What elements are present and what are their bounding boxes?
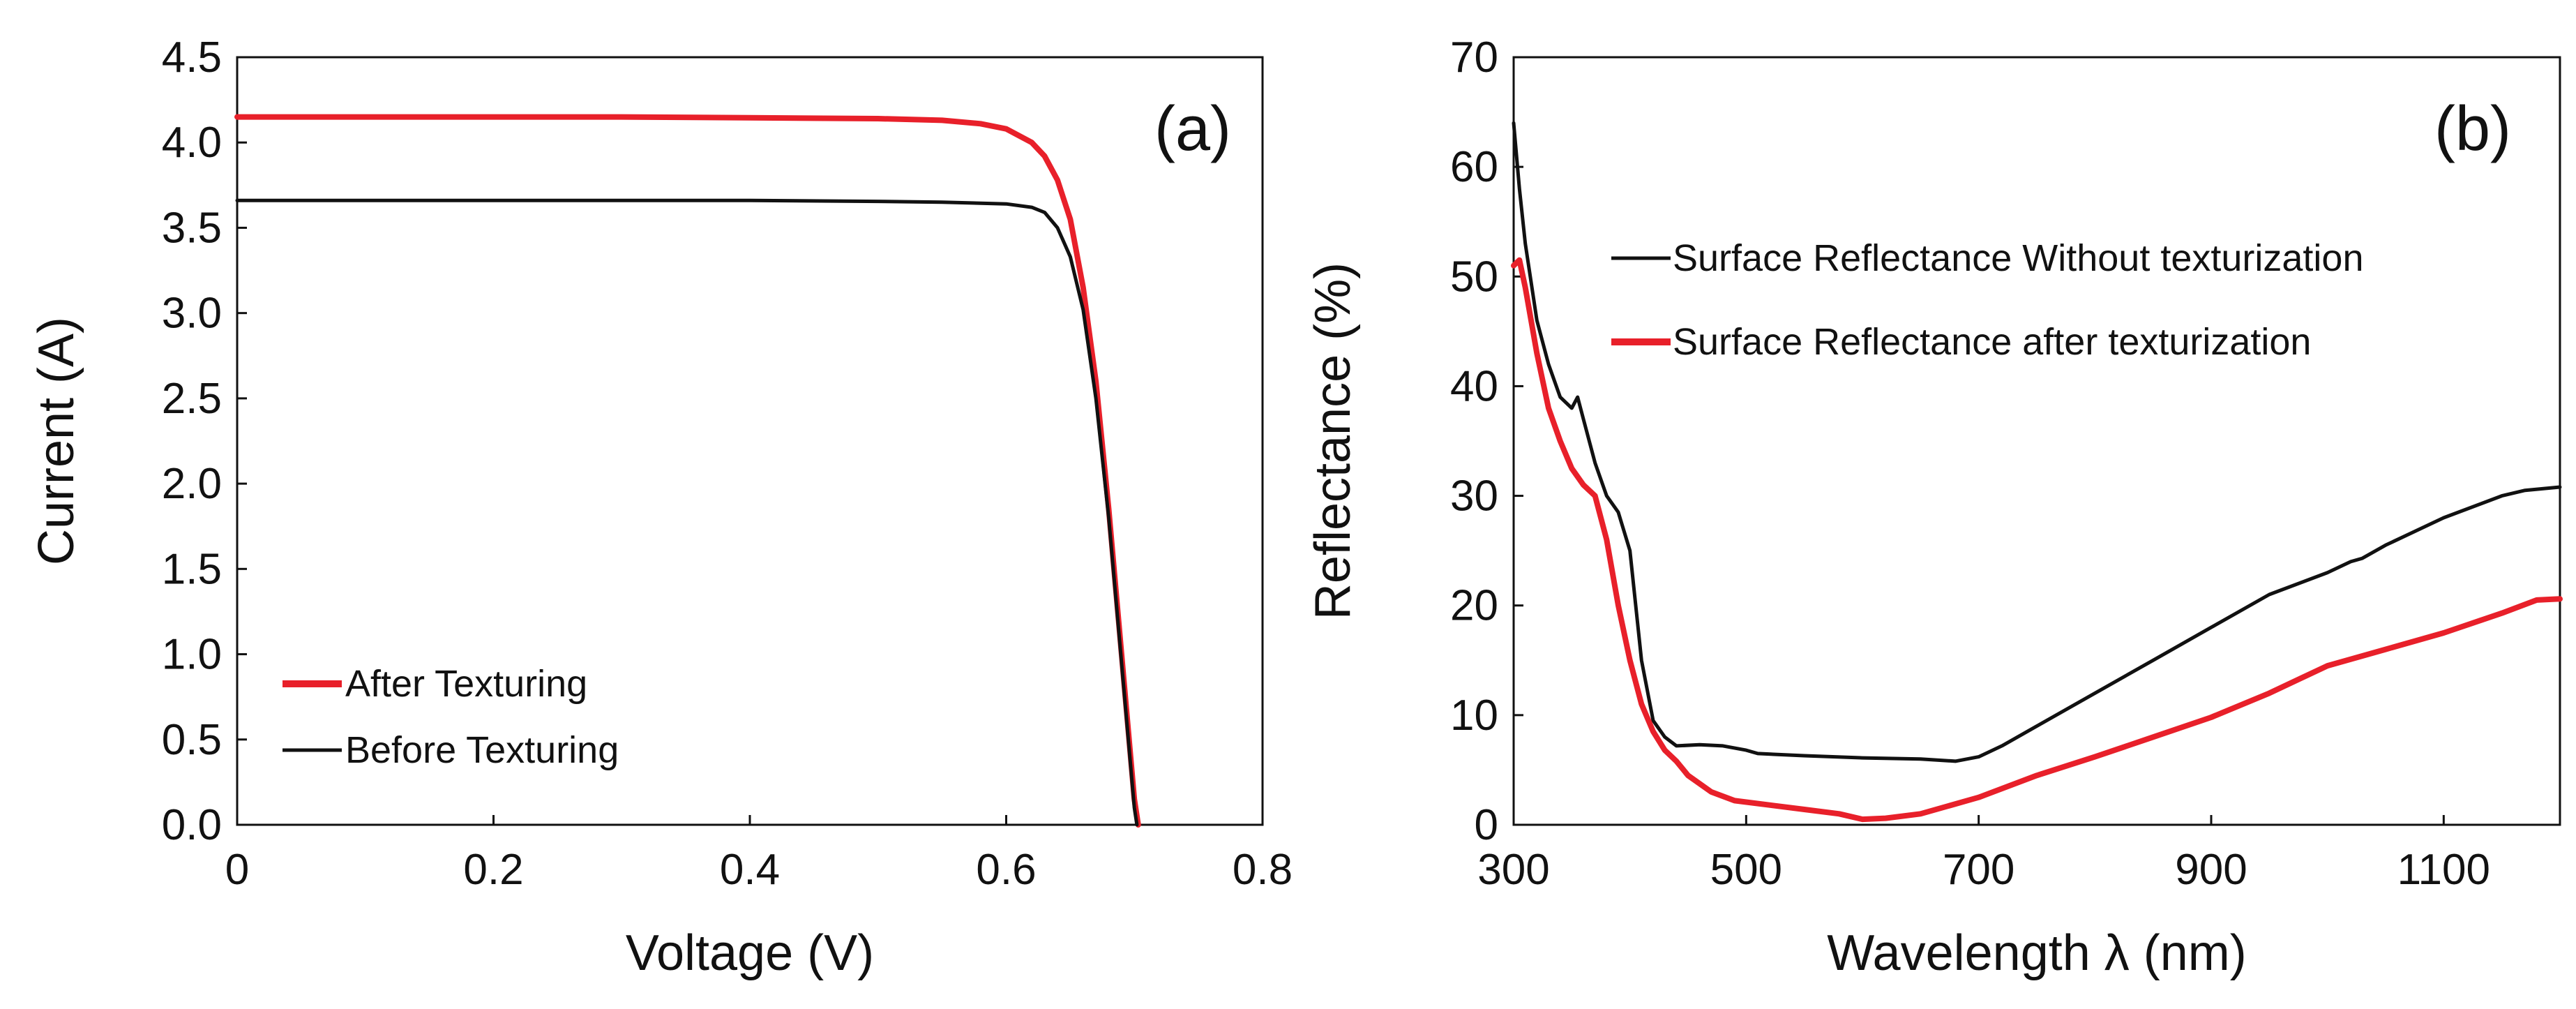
panel-b-label: (b)	[2434, 94, 2511, 164]
panel-b-yticks: 0 10 20 30 40 50 60 70	[1450, 33, 1523, 849]
panel-b-xtick-label: 1100	[2397, 846, 2490, 894]
panel-b-chart: 300 500 700 900 1100 0 10 20 30 40 50 60 70 (b) Wav…	[1305, 33, 2563, 981]
panel-b-xtick-label: 900	[2175, 846, 2247, 894]
panel-b-series	[1511, 121, 2563, 823]
legend-label-after-texturization: Surface Reflectance after texturization	[1673, 321, 2311, 363]
panel-a-xticks: 0 0.2 0.4 0.6 0.8	[225, 815, 1293, 894]
panel-a-ytick-label: 0.5	[162, 716, 222, 764]
panel-a-ytick-label: 2.5	[162, 375, 222, 423]
panel-b-ytick-label: 50	[1450, 253, 1498, 301]
panel-a-xtick-label: 0.6	[976, 846, 1036, 894]
panel-b-series-line-1	[1512, 121, 2562, 763]
panel-a-y-axis-title: Current (A)	[29, 317, 84, 565]
panel-a-series	[234, 114, 1141, 828]
panel-b-xtick-label: 700	[1943, 846, 2014, 894]
legend-label-after-texturing: After Texturing	[345, 663, 587, 705]
panel-b-xtick-label: 300	[1477, 846, 1549, 894]
panel-b-series-line-2	[1511, 257, 2563, 823]
panel-a-ytick-label: 3.5	[162, 204, 222, 252]
panel-a-plot-frame	[236, 56, 1264, 826]
panel-b-ytick-label: 10	[1450, 692, 1498, 740]
panel-a-xtick-label: 0.2	[463, 846, 523, 894]
panel-b-ytick-label: 70	[1450, 33, 1498, 82]
panel-a-ytick-label: 2.0	[162, 460, 222, 508]
panel-b-ytick-label: 40	[1450, 362, 1498, 410]
panel-a-xtick-label: 0.8	[1233, 846, 1293, 894]
panel-a-ytick-label: 1.5	[162, 545, 222, 593]
panel-b-y-axis-title: Reflectance (%)	[1305, 262, 1361, 620]
panel-a-label: (a)	[1154, 94, 1231, 164]
panel-a-chart: 0 0.2 0.4 0.6 0.8 0.0 0.5 1.0 1.5 2.0 2.5 3.0 3.5 4.…	[29, 33, 1293, 981]
panel-a-yticks: 0.0 0.5 1.0 1.5 2.0 2.5 3.0 3.5 4.0 4.5	[162, 33, 247, 849]
panel-a-series-line-1	[234, 114, 1141, 828]
panel-b-legend: Surface Reflectance Without texturizatio…	[1611, 237, 2363, 363]
panel-b-xtick-label: 500	[1710, 846, 1782, 894]
panel-a-ytick-label: 4.0	[162, 119, 222, 167]
panel-a-ytick-label: 0.0	[162, 801, 222, 849]
panel-b-ytick-label: 30	[1450, 472, 1498, 521]
panel-a-xtick-label: 0	[225, 846, 249, 894]
legend-label-without-texturization: Surface Reflectance Without texturizatio…	[1673, 237, 2363, 279]
panel-a-ytick-label: 1.0	[162, 631, 222, 679]
panel-b-xticks: 300 500 700 900 1100	[1477, 815, 2490, 894]
panel-b-ytick-label: 60	[1450, 143, 1498, 191]
panel-b-plot-frame	[1512, 56, 2561, 826]
panel-a-ytick-label: 4.5	[162, 33, 222, 82]
panel-a-series-line-2	[235, 198, 1139, 827]
panel-b-x-axis-title: Wavelength λ (nm)	[1827, 925, 2247, 981]
legend-label-before-texturing: Before Texturing	[345, 729, 619, 771]
panel-a-ytick-label: 3.0	[162, 290, 222, 338]
panel-a-xtick-label: 0.4	[720, 846, 780, 894]
panel-b-ytick-label: 20	[1450, 582, 1498, 630]
panel-b-ytick-label: 0	[1475, 801, 1498, 849]
panel-a-x-axis-title: Voltage (V)	[626, 925, 874, 981]
panel-a-legend: After Texturing Before Texturing	[283, 663, 619, 771]
